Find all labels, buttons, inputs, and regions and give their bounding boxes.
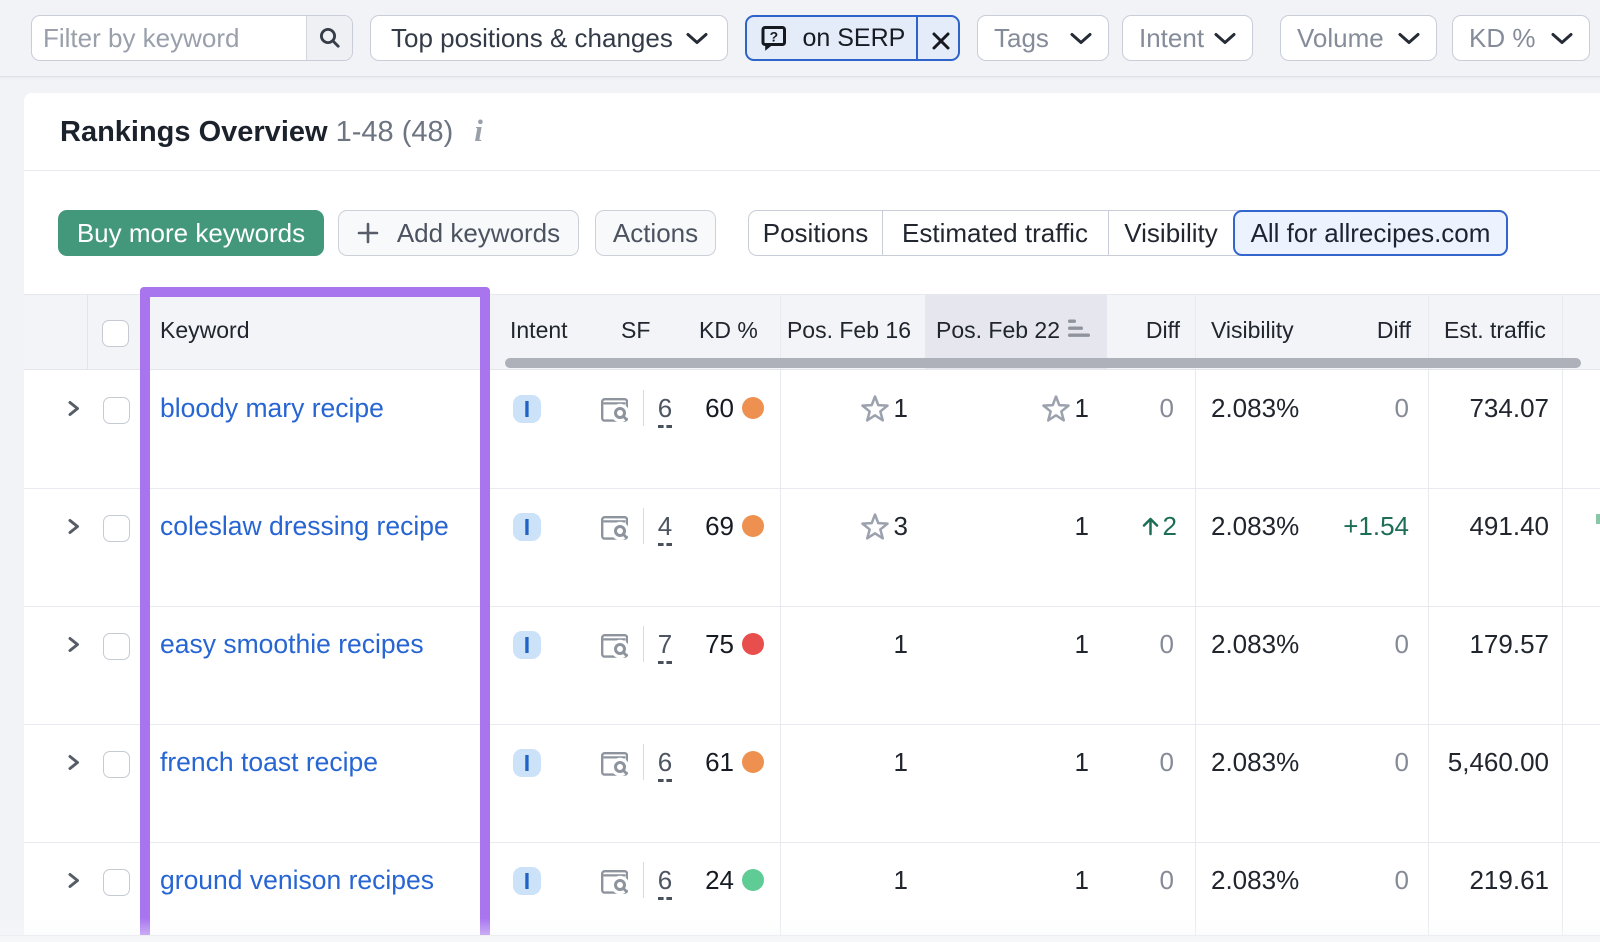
svg-text:?: ? — [769, 28, 778, 44]
